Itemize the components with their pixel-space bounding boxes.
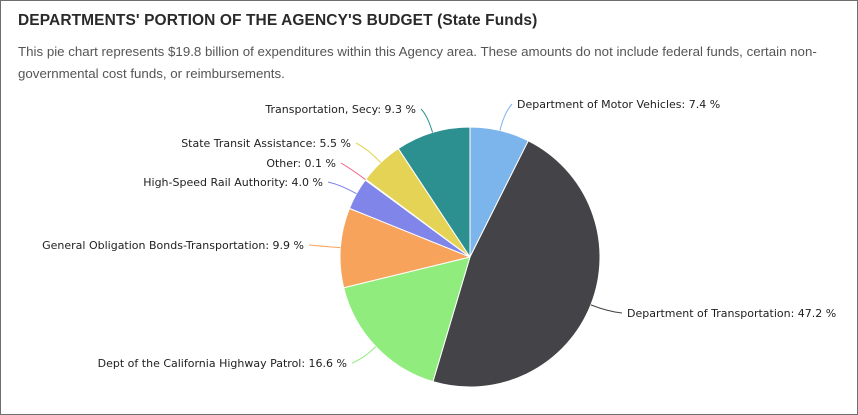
slice-label-dept-of-the-california-highway-patrol: Dept of the California Highway Patrol: 1…: [98, 357, 347, 370]
chart-title: DEPARTMENTS' PORTION OF THE AGENCY'S BUD…: [18, 12, 538, 29]
connector-department-of-transportation: [590, 304, 623, 314]
connector-other: [340, 162, 366, 181]
pie-slice-general-obligation-bonds-transportation[interactable]: [339, 207, 471, 289]
slice-labels: Department of Motor Vehicles: 7.4 % Depar…: [42, 98, 836, 370]
connector-general-obligation-bonds-transportation: [308, 244, 341, 249]
connector-state-transit-assistance: [355, 142, 382, 163]
slice-label-general-obligation-bonds-transportation: General Obligation Bonds-Transportation:…: [42, 239, 304, 252]
pie-slice-transportation-secy[interactable]: [397, 126, 471, 258]
chart-description: This pie chart represents $19.8 billion …: [18, 44, 817, 81]
connector-dept-of-the-california-highway-patrol: [351, 346, 377, 364]
slice-label-department-of-transportation: Department of Transportation: 47.2 %: [627, 307, 836, 320]
pie-slice-dept-of-the-california-highway-patrol[interactable]: [343, 256, 471, 383]
slice-label-transportation-secy: Transportation, Secy: 9.3 %: [264, 103, 416, 116]
slice-label-high-speed-rail-authority: High-Speed Rail Authority: 4.0 %: [143, 176, 323, 189]
connector-high-speed-rail-authority: [327, 181, 357, 195]
pie-slice-department-of-transportation[interactable]: [432, 140, 601, 388]
connector-department-of-motor-vehicles: [499, 103, 513, 131]
pie-slices: [339, 126, 601, 388]
slice-label-other: Other: 0.1 %: [266, 157, 336, 170]
slice-label-department-of-motor-vehicles: Department of Motor Vehicles: 7.4 %: [517, 98, 720, 111]
label-connectors: [308, 103, 623, 364]
slice-label-state-transit-assistance: State Transit Assistance: 5.5 %: [181, 137, 351, 150]
connector-transportation-secy: [420, 108, 434, 133]
